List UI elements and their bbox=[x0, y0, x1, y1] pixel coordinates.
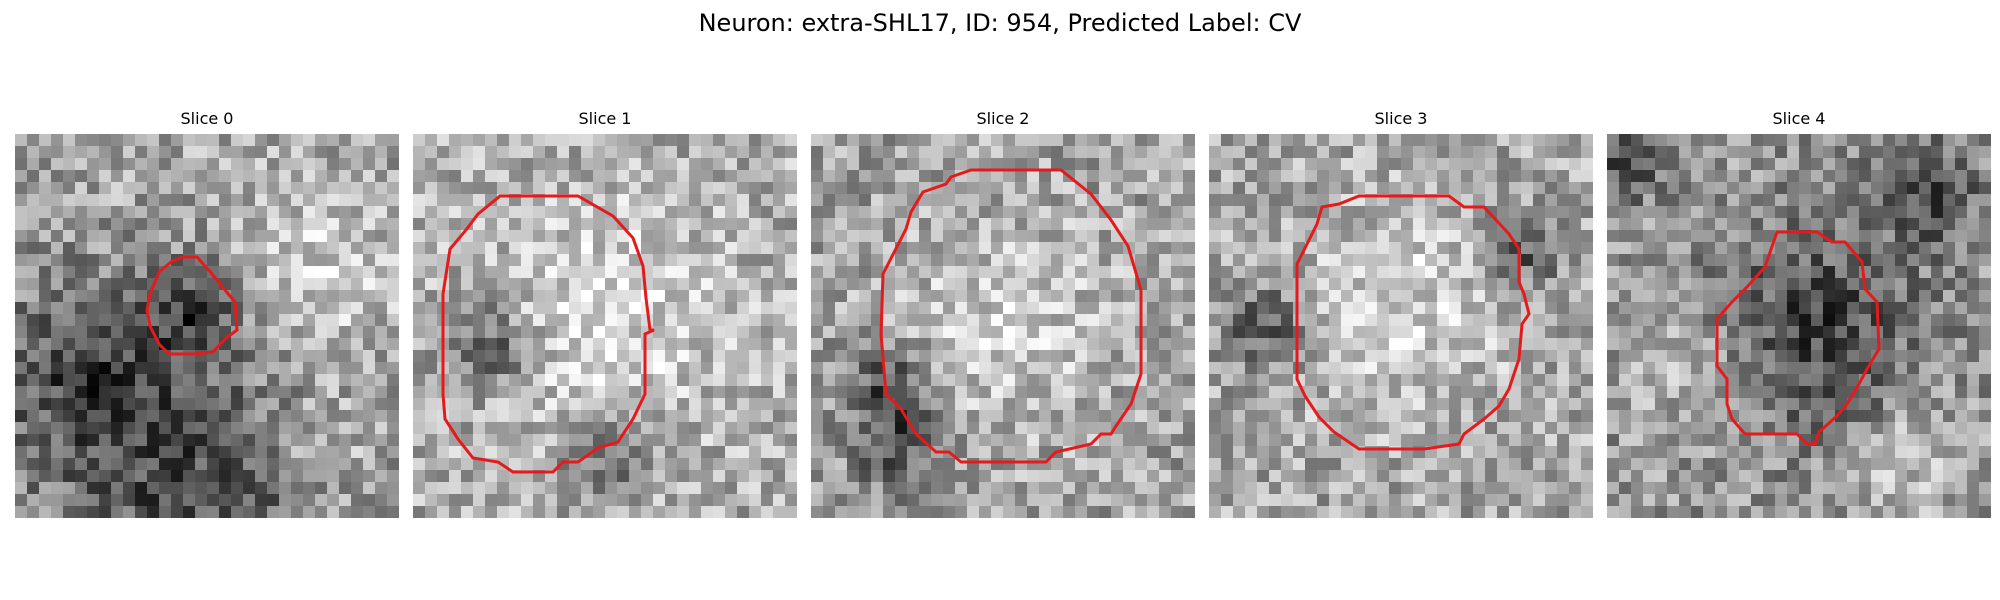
slice-title: Slice 1 bbox=[578, 109, 632, 128]
grayscale-pixel-grid bbox=[1209, 134, 1593, 518]
grayscale-pixel-grid bbox=[15, 134, 399, 518]
slice-title: Slice 4 bbox=[1772, 109, 1826, 128]
slice-title: Slice 3 bbox=[1374, 109, 1428, 128]
segmentation-contour bbox=[441, 194, 655, 474]
slice-image bbox=[15, 134, 399, 518]
slice-image bbox=[413, 134, 797, 518]
figure-title: Neuron: extra-SHL17, ID: 954, Predicted … bbox=[698, 9, 1302, 37]
grayscale-pixel-grid bbox=[413, 134, 797, 518]
slice-panel-1: Slice 1 bbox=[413, 108, 797, 518]
segmentation-contour bbox=[1295, 194, 1531, 451]
grayscale-pixel-grid bbox=[1607, 134, 1991, 518]
slice-panel-4: Slice 4 bbox=[1607, 108, 1991, 518]
slice-title: Slice 0 bbox=[180, 109, 234, 128]
slice-panel-2: Slice 2 bbox=[811, 108, 1195, 518]
segmentation-contour bbox=[1715, 230, 1881, 446]
slice-panel-0: Slice 0 bbox=[15, 108, 399, 518]
segmentation-contour bbox=[145, 255, 239, 356]
slice-panel-3: Slice 3 bbox=[1209, 108, 1593, 518]
slice-image bbox=[1607, 134, 1991, 518]
segmentation-contour bbox=[879, 168, 1143, 464]
slice-image bbox=[1209, 134, 1593, 518]
slice-title: Slice 2 bbox=[976, 109, 1030, 128]
slice-image bbox=[811, 134, 1195, 518]
grayscale-pixel-grid bbox=[811, 134, 1195, 518]
